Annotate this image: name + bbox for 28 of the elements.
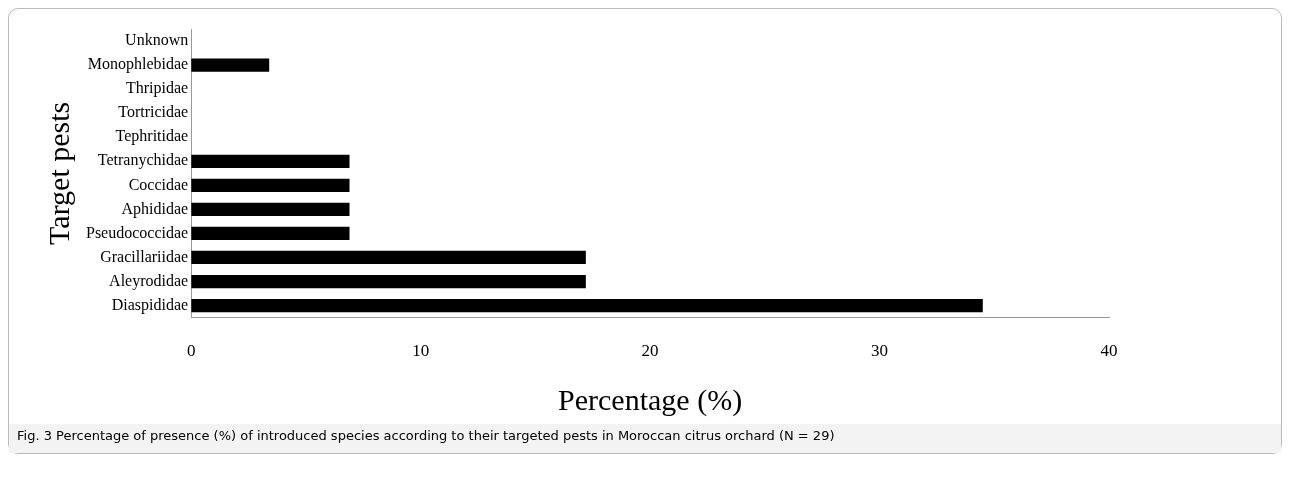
bar — [191, 298, 983, 313]
bar — [191, 250, 586, 265]
y-tick-label: Unknown — [125, 31, 189, 49]
y-tick-label: Tephritidae — [115, 127, 189, 146]
y-tick-label: Coccidae — [128, 175, 189, 193]
y-tick-label: Monophlebidae — [87, 55, 189, 74]
y-tick-label: Diaspididae — [111, 295, 189, 314]
x-tick-label: 10 — [412, 341, 430, 361]
x-tick-label: 40 — [1100, 341, 1118, 361]
y-tick-label: Tortricidae — [118, 103, 189, 121]
bar — [191, 58, 270, 72]
bar — [191, 202, 350, 216]
y-tick-label: Aleyrodidae — [109, 271, 189, 290]
bar — [191, 226, 350, 241]
caption: Fig. 3 Percentage of presence (%) of introduced species according to their targeted pests in Moroccan citrus orchard (N = 29) — [9, 424, 1281, 453]
bar — [191, 178, 350, 192]
x-tick-label: 30 — [871, 341, 889, 361]
x-axis-title: Percentage (%) — [558, 382, 743, 417]
y-axis-title: Target pests — [41, 101, 75, 245]
y-tick-label: Thripidae — [125, 79, 189, 98]
y-tick-label: Tetranychidae — [97, 151, 189, 170]
bar — [191, 274, 586, 289]
x-tick-label: 0 — [186, 341, 196, 361]
y-tick-label: Pseudococcidae — [85, 223, 189, 241]
y-tick-label: Aphididae — [121, 199, 189, 218]
x-tick-label: 20 — [641, 341, 659, 361]
y-tick-label: Gracillariidae — [100, 247, 189, 265]
bar — [191, 154, 350, 168]
